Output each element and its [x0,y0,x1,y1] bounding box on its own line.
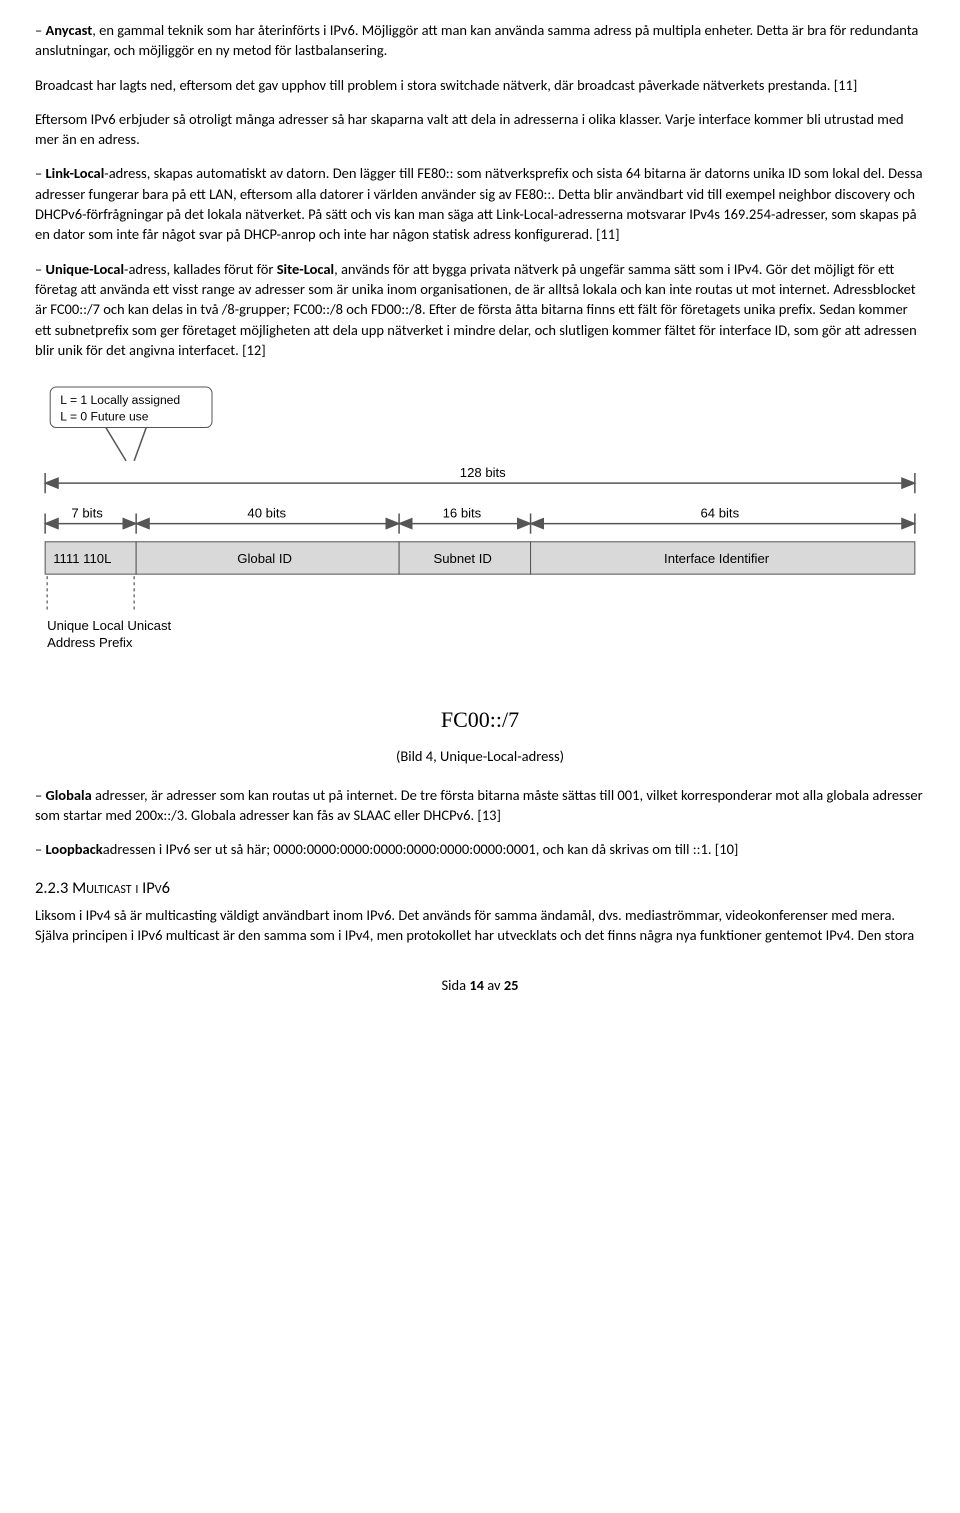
col3-bits: 16 bits [443,506,482,521]
paragraph-global: – Globala adresser, är adresser som kan … [35,785,925,826]
col1-bits: 7 bits [71,506,103,521]
heading-multicast: 2.2.3 Multicast i IPv6 [35,877,925,900]
footer-page: 14 [469,976,484,994]
l-box-line2: L = 0 Future use [60,410,148,424]
paragraph-anycast: – Anycast, en gammal teknik som har åter… [35,20,925,61]
bold-link-local: Link-Local [46,164,105,182]
col2-bits: 40 bits [247,506,286,521]
prefix-line2: Address Prefix [47,635,133,650]
col3-label: Subnet ID [433,551,491,566]
l-box-line1: L = 1 Locally assigned [60,393,180,407]
page-footer: Sida 14 av 25 [35,975,925,995]
col4-label: Interface Identifier [664,551,770,566]
prefix-line1: Unique Local Unicast [47,618,171,633]
footer-mid: av [484,976,504,994]
paragraph-unique-local: – Unique-Local-adress, kallades förut fö… [35,259,925,360]
unique-local-diagram: L = 1 Locally assigned L = 0 Future use … [35,382,925,675]
paragraph-loopback: – Loopbackadressen i IPv6 ser ut så här;… [35,839,925,859]
total-bits-label: 128 bits [460,465,506,480]
footer-total: 25 [504,976,519,994]
diagram-caption: (Bild 4, Unique-Local-adress) [35,746,925,766]
bold-global: Globala [46,786,92,804]
bold-unique-local: Unique-Local [46,260,125,278]
address-structure-svg: L = 1 Locally assigned L = 0 Future use … [35,382,925,675]
col1-label: 1111 110L [53,551,111,566]
bold-loopback: Loopback [46,840,103,858]
col2-label: Global ID [237,551,292,566]
footer-prefix: Sida [441,976,469,994]
col4-bits: 64 bits [700,506,739,521]
paragraph-classes: Eftersom IPv6 erbjuder så otroligt många… [35,109,925,150]
paragraph-multicast: Liksom i IPv4 så är multicasting väldigt… [35,905,925,946]
bold-site-local: Site-Local [277,260,334,278]
fc00-label: FC00::/7 [35,705,925,736]
bold-anycast: Anycast [46,21,93,39]
paragraph-link-local: – Link-Local-adress, skapas automatiskt … [35,163,925,244]
paragraph-broadcast: Broadcast har lagts ned, eftersom det ga… [35,75,925,95]
